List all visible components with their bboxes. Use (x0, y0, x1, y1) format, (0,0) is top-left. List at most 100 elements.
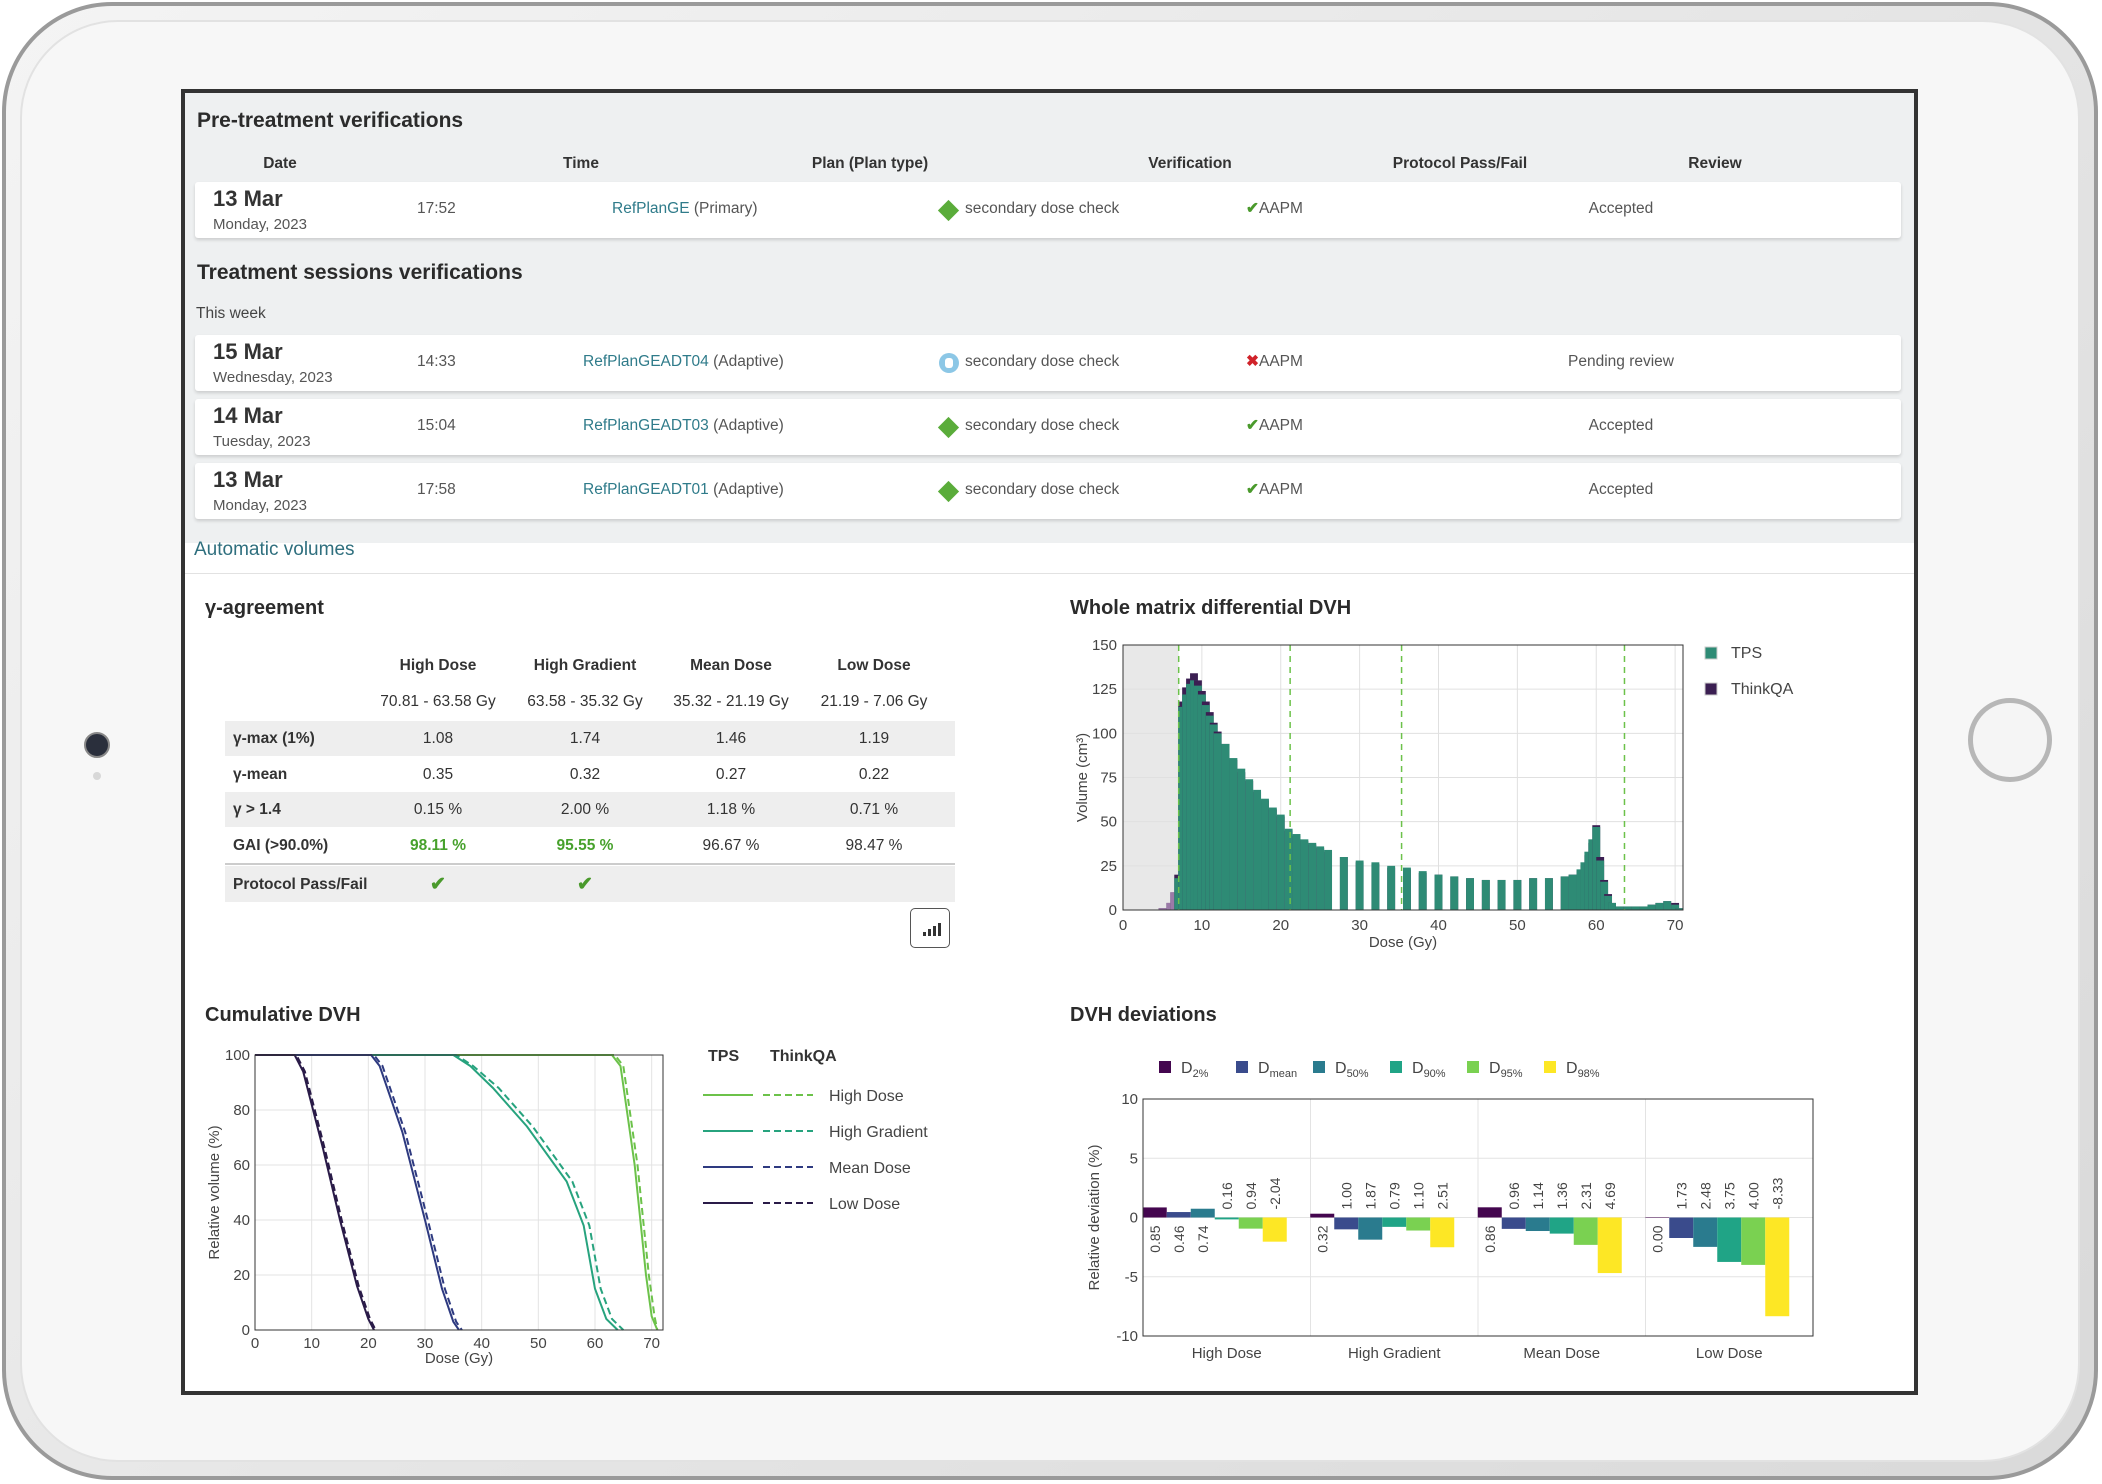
tps-bar (1387, 865, 1396, 910)
table-row[interactable]: 15 Mar Wednesday, 2023 14:33 RefPlanGEAD… (195, 335, 1901, 391)
deviation-bar (1717, 1217, 1742, 1262)
tps-bar (1174, 878, 1183, 910)
data-label: 2.51 (1434, 1182, 1450, 1209)
deviation-bar (1358, 1217, 1383, 1240)
gamma-row-label: Protocol Pass/Fail (233, 876, 368, 893)
y-tick-label: -5 (1125, 1269, 1138, 1286)
pretreatment-title: Pre-treatment verifications (197, 109, 464, 132)
bar-chart-button[interactable] (910, 908, 950, 948)
gamma-row: γ-mean 0.35 0.32 0.27 0.22 (225, 757, 955, 792)
plan-link[interactable]: RefPlanGEADT03 (583, 417, 709, 434)
legend-swatch (1313, 1061, 1325, 1073)
row-day: 14 Mar (213, 403, 283, 428)
tps-bar (1647, 904, 1656, 910)
thinkqa-line (255, 1054, 625, 1331)
legend-swatch (1159, 1061, 1171, 1073)
legend-header: ThinkQA (770, 1048, 837, 1065)
plan-type: (Adaptive) (713, 417, 784, 434)
legend-swatch (1704, 682, 1718, 696)
gamma-range: 70.81 - 63.58 Gy (380, 693, 496, 710)
table-row[interactable]: 14 Mar Tuesday, 2023 15:04 RefPlanGEADT0… (195, 399, 1901, 455)
data-label: 2.31 (1578, 1182, 1594, 1209)
plan-link[interactable]: RefPlanGEADT01 (583, 481, 709, 498)
tps-bar (1466, 878, 1474, 910)
gamma-value: 96.67 % (702, 837, 760, 854)
gamma-row-label: GAI (>90.0%) (233, 837, 329, 854)
gamma-value: 1.19 (858, 730, 890, 747)
data-label: 1.00 (1338, 1182, 1354, 1209)
plan-link[interactable]: RefPlanGE (612, 200, 690, 217)
row-weekday: Wednesday, 2023 (213, 369, 333, 386)
data-label: 0.46 (1171, 1225, 1187, 1252)
tps-bar (1663, 901, 1672, 910)
tps-bar (1544, 878, 1553, 910)
checkmark-icon: ✔ (1246, 481, 1259, 498)
x-tick-label: High Dose (1192, 1345, 1262, 1362)
col-header-plan: Plan (Plan type) (811, 155, 929, 172)
tps-bar (1675, 908, 1683, 910)
deviation-bar (1645, 1217, 1670, 1218)
gamma-value: 95.55 % (556, 837, 614, 854)
data-label: 2.48 (1697, 1182, 1713, 1209)
table-row[interactable]: 13 Mar Monday, 2023 17:52 RefPlanGE (Pri… (195, 182, 1901, 238)
home-button[interactable] (1968, 698, 2052, 782)
table-row[interactable]: 13 Mar Monday, 2023 17:58 RefPlanGEADT01… (195, 463, 1901, 519)
y-tick-label: 80 (233, 1102, 250, 1119)
verification-label[interactable]: secondary dose check (965, 417, 1120, 434)
camera-icon (84, 732, 110, 758)
plan-type: (Adaptive) (713, 481, 784, 498)
legend-swatch (1390, 1061, 1402, 1073)
verification-label[interactable]: secondary dose check (965, 481, 1120, 498)
legend-label: D2% (1181, 1060, 1209, 1080)
review-status: Accepted (1588, 481, 1654, 498)
tps-bar (1324, 849, 1333, 910)
col-header-review: Review (1688, 155, 1742, 172)
data-label: 1.14 (1530, 1182, 1546, 1209)
x-tick-label: 60 (1588, 917, 1605, 934)
tps-bar (1434, 874, 1443, 910)
deviation-bar (1501, 1217, 1526, 1229)
data-label: 1.87 (1362, 1182, 1378, 1209)
tps-bar (1355, 860, 1364, 910)
tps-bar (1158, 908, 1167, 910)
tps-bar (1276, 814, 1285, 910)
tps-bar (1450, 876, 1459, 910)
tps-bar (1245, 779, 1254, 910)
deviation-bar (1166, 1212, 1191, 1218)
legend-label: Low Dose (829, 1196, 900, 1213)
verification-label[interactable]: secondary dose check (965, 200, 1120, 217)
tps-bar (1568, 874, 1577, 910)
differential-dvh-chart: 0 10 20 30 40 50 60 70 0 25 50 75 100 125 150 Dose (Gy)… (1074, 637, 1794, 951)
data-label: 0.74 (1195, 1225, 1211, 1252)
verification-label[interactable]: secondary dose check (965, 353, 1120, 370)
cum-dvh-title: Cumulative DVH (205, 1004, 361, 1026)
deviation-bar (1597, 1217, 1622, 1274)
tps-bar (1253, 789, 1262, 910)
legend-label: D50% (1335, 1060, 1369, 1080)
y-tick-label: 50 (1100, 814, 1117, 831)
tps-bar (1608, 902, 1616, 910)
x-tick-label: 20 (1272, 917, 1289, 934)
plot-frame (1122, 644, 1684, 911)
deviation-bar (1190, 1208, 1215, 1218)
sessions-title: Treatment sessions verifications (197, 261, 523, 284)
plan-link[interactable]: RefPlanGEADT04 (583, 353, 709, 370)
deviation-bar (1525, 1217, 1550, 1232)
deviation-bar (1430, 1217, 1455, 1248)
tps-bar (1418, 871, 1427, 910)
gamma-col-header: Mean Dose (690, 657, 772, 674)
automatic-volumes-link[interactable]: Automatic volumes (194, 539, 355, 560)
deviation-bar (1214, 1217, 1239, 1220)
x-tick-label: 0 (251, 1335, 259, 1352)
cross-icon: ✖ (1246, 353, 1259, 370)
pass-diamond-icon (937, 480, 960, 503)
data-label: 4.69 (1602, 1182, 1618, 1209)
x-tick-label: 70 (1667, 917, 1684, 934)
y-tick-label: 10 (1121, 1091, 1138, 1108)
tps-line (255, 1054, 460, 1331)
divider (185, 573, 1914, 574)
tps-bar (1615, 906, 1624, 910)
deviation-bar (1669, 1217, 1694, 1239)
tps-bar (1639, 906, 1648, 910)
gamma-value: 1.74 (569, 730, 601, 747)
